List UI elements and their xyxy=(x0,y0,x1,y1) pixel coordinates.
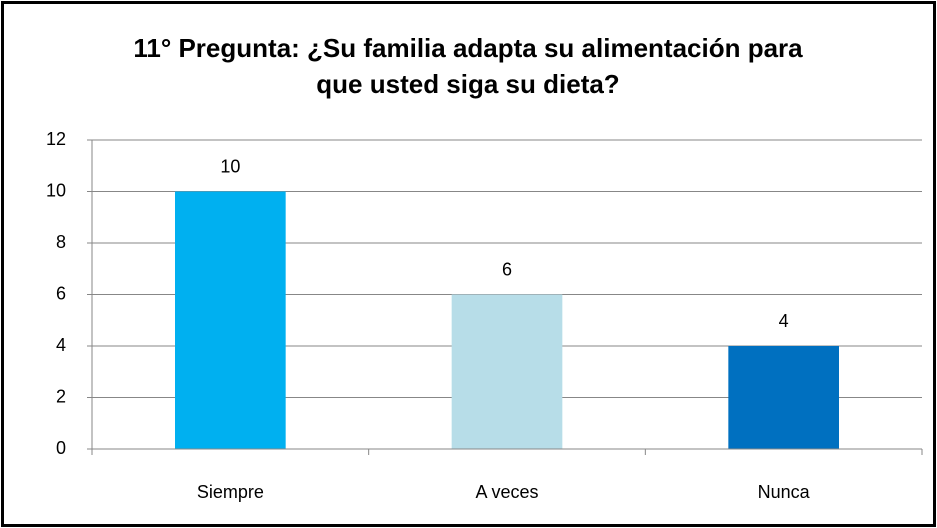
y-tick-label: 12 xyxy=(46,129,66,149)
y-tick-label: 4 xyxy=(56,335,66,355)
bar xyxy=(728,346,839,449)
bar xyxy=(175,191,286,449)
y-tick-label: 0 xyxy=(56,438,66,458)
x-tick-label: A veces xyxy=(475,482,538,502)
data-label: 4 xyxy=(779,311,789,331)
bar xyxy=(451,294,563,449)
data-label: 6 xyxy=(502,259,512,279)
y-tick-label: 10 xyxy=(46,180,66,200)
y-tick-label: 6 xyxy=(56,283,66,303)
data-label: 10 xyxy=(220,156,240,176)
x-tick-label: Nunca xyxy=(758,482,811,502)
y-tick-label: 8 xyxy=(56,232,66,252)
y-tick-label: 2 xyxy=(56,386,66,406)
x-tick-label: Siempre xyxy=(197,482,264,502)
chart-title: 11° Pregunta: ¿Su familia adapta su alim… xyxy=(133,33,803,99)
